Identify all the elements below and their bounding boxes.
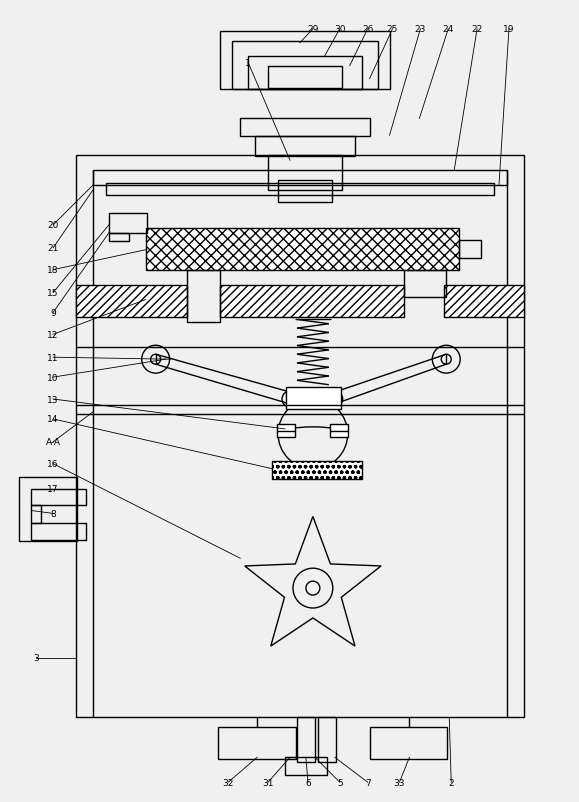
Text: 30: 30 — [334, 25, 346, 34]
Text: 31: 31 — [262, 778, 274, 787]
Bar — [286, 387, 341, 410]
Bar — [109, 233, 129, 241]
Text: 16: 16 — [47, 460, 59, 468]
Text: 33: 33 — [394, 778, 405, 787]
Bar — [106, 184, 494, 196]
Text: 13: 13 — [47, 395, 59, 404]
Text: 14: 14 — [47, 415, 59, 424]
Text: 25: 25 — [387, 25, 398, 34]
Bar — [240, 119, 369, 137]
Bar — [188, 270, 221, 323]
Bar — [444, 286, 524, 318]
Text: 29: 29 — [307, 25, 318, 34]
Bar — [248, 57, 362, 89]
Text: A-A: A-A — [46, 438, 61, 447]
Bar — [218, 727, 296, 759]
Bar — [93, 171, 507, 186]
Text: 7: 7 — [365, 778, 371, 787]
Text: 20: 20 — [47, 221, 59, 230]
Bar — [76, 286, 188, 318]
Text: 32: 32 — [222, 778, 234, 787]
Bar — [146, 229, 459, 270]
Bar — [277, 424, 295, 437]
Text: 17: 17 — [47, 484, 59, 493]
Bar — [405, 270, 446, 298]
Bar — [278, 180, 332, 203]
Bar — [297, 718, 315, 763]
Bar — [221, 32, 390, 89]
Text: 2: 2 — [448, 778, 454, 787]
Bar — [459, 241, 481, 258]
Text: 6: 6 — [305, 778, 311, 787]
Bar — [369, 727, 447, 759]
Bar — [318, 718, 336, 763]
Bar — [285, 757, 327, 776]
Text: 26: 26 — [362, 25, 373, 34]
Bar — [268, 156, 342, 191]
Text: 18: 18 — [47, 265, 59, 275]
Bar — [109, 213, 146, 233]
Text: 15: 15 — [47, 289, 59, 298]
Bar — [31, 524, 86, 541]
Bar — [31, 506, 41, 524]
Text: 11: 11 — [47, 353, 59, 363]
Bar — [31, 489, 86, 506]
Bar — [221, 286, 405, 318]
Bar — [255, 137, 355, 157]
Bar — [272, 461, 362, 479]
Bar — [76, 156, 524, 718]
Text: 3: 3 — [34, 654, 39, 662]
Bar — [232, 42, 378, 89]
Text: 5: 5 — [337, 778, 343, 787]
Bar — [268, 67, 342, 88]
Text: 8: 8 — [50, 509, 56, 518]
Text: 1: 1 — [245, 59, 251, 68]
Text: 23: 23 — [415, 25, 426, 34]
Text: 24: 24 — [442, 25, 454, 34]
Text: 10: 10 — [47, 373, 59, 382]
Text: 9: 9 — [50, 309, 56, 318]
Bar — [330, 424, 348, 437]
Bar — [19, 477, 77, 541]
Text: 21: 21 — [47, 244, 59, 253]
Text: 22: 22 — [471, 25, 483, 34]
Text: 19: 19 — [503, 25, 515, 34]
Text: 12: 12 — [47, 330, 59, 339]
